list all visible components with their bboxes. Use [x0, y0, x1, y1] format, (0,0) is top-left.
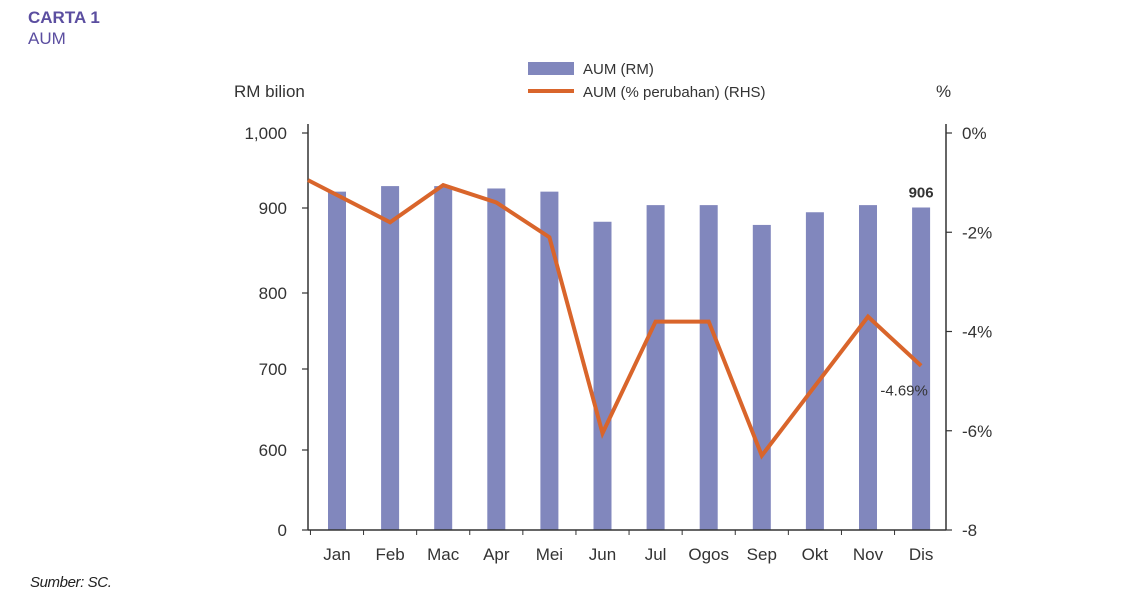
left-tick-label: 600: [259, 441, 287, 460]
bar-jan: [328, 191, 346, 530]
left-tick-label: 0: [278, 521, 287, 540]
right-tick-label: -2%: [962, 223, 992, 242]
right-axis-label: %: [936, 82, 951, 101]
bar-mac: [434, 186, 453, 530]
right-tick-label: -8: [962, 521, 977, 540]
left-tick-label: 900: [259, 199, 287, 218]
x-tick-label-ogos: Ogos: [688, 545, 729, 564]
x-tick-label-feb: Feb: [375, 545, 404, 564]
bar-series: [328, 186, 931, 530]
chart-title: AUM: [28, 29, 66, 48]
x-tick-label-jan: Jan: [323, 545, 350, 564]
chart-axes: [307, 124, 947, 531]
x-tick-label-okt: Okt: [802, 545, 829, 564]
axis-ticks: 1,000 900 800 700 600 0 0% -2% -4% -6% -8 Jan Feb Mac…: [244, 124, 992, 564]
chart-heading: CARTA 1 AUM: [28, 8, 100, 50]
source-note: Sumber: SC.: [30, 574, 112, 591]
x-tick-label-mei: Mei: [536, 545, 563, 564]
bar-jun: [593, 221, 612, 530]
bar-nov: [859, 205, 877, 530]
bar-mei: [540, 191, 559, 530]
bar-jul: [646, 205, 665, 530]
x-tick-label-jul: Jul: [645, 545, 667, 564]
left-tick-label: 1,000: [244, 124, 287, 143]
chart-number: CARTA 1: [28, 8, 100, 27]
left-tick-label: 800: [259, 284, 287, 303]
right-tick-label: -4%: [962, 323, 992, 342]
x-tick-label-dis: Dis: [909, 545, 934, 564]
bar-apr: [487, 188, 506, 530]
x-tick-label-sep: Sep: [747, 545, 777, 564]
aum-change-line: [307, 178, 923, 460]
bar-okt: [805, 212, 824, 530]
last-line-data-label: -4.69%: [880, 383, 928, 400]
legend-bar-swatch: [528, 62, 574, 75]
x-tick-label-mac: Mac: [427, 545, 460, 564]
legend-line-label: AUM (% perubahan) (RHS): [583, 84, 766, 101]
last-bar-data-label: 906: [909, 184, 934, 201]
bar-feb: [381, 186, 400, 530]
x-tick-label-jun: Jun: [589, 545, 616, 564]
bar-dis: [912, 207, 931, 530]
line-series: [307, 178, 923, 460]
bar-ogos: [699, 205, 718, 530]
right-tick-label: -6%: [962, 422, 992, 441]
right-tick-label: 0%: [962, 124, 987, 143]
x-tick-label-apr: Apr: [483, 545, 510, 564]
left-tick-label: 700: [259, 360, 287, 379]
x-tick-label-nov: Nov: [853, 545, 884, 564]
bar-sep: [752, 224, 771, 530]
left-axis-label: RM bilion: [234, 82, 305, 101]
legend-bar-label: AUM (RM): [583, 61, 654, 78]
